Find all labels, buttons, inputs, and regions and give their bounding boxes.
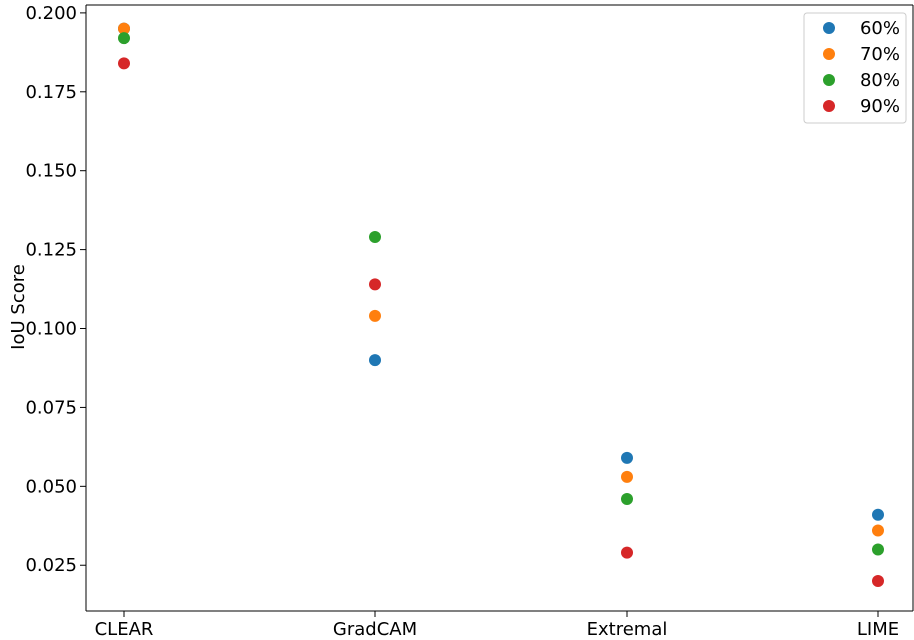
plot-area (85, 4, 914, 612)
legend-label: 80% (860, 70, 900, 91)
legend-box (803, 12, 907, 124)
data-point-80pct-clear (118, 32, 130, 45)
legend-label: 70% (860, 44, 900, 65)
y-ticks: 0.025 0.050 0.075 0.100 0.125 0.150 0.175 0.200 (25, 3, 86, 576)
y-tick-label: 0.075 (25, 397, 77, 418)
data-point-70pct-gradcam (369, 309, 381, 322)
data-point-80pct-lime (872, 543, 884, 556)
data-point-80pct-extremal (621, 492, 633, 505)
data-point-70pct-extremal (621, 470, 633, 483)
y-tick-label: 0.100 (25, 319, 77, 340)
legend-marker (823, 74, 835, 86)
y-tick-label: 0.200 (25, 3, 77, 24)
data-point-90pct-clear (118, 57, 130, 70)
x-tick-label: Extremal (587, 619, 668, 640)
data-point-90pct-gradcam (369, 278, 381, 291)
data-points (118, 22, 884, 588)
data-point-90pct-lime (872, 575, 884, 588)
y-tick-label: 0.025 (25, 555, 77, 576)
legend: 60% 70% 80% 90% (803, 12, 907, 124)
x-tick-label: LIME (857, 619, 899, 640)
x-ticks: CLEAR GradCAM Extremal LIME (95, 611, 899, 640)
y-tick-label: 0.150 (25, 161, 77, 182)
data-point-90pct-extremal (621, 546, 633, 559)
y-tick-label: 0.125 (25, 240, 77, 261)
data-point-60pct-lime (872, 508, 884, 521)
legend-label: 60% (860, 18, 900, 39)
data-point-70pct-clear (118, 22, 130, 35)
data-point-70pct-lime (872, 524, 884, 537)
x-tick-label: GradCAM (333, 619, 417, 640)
legend-label: 90% (860, 96, 900, 117)
data-point-60pct-extremal (621, 451, 633, 464)
y-axis-label: IoU Score (8, 264, 29, 350)
legend-marker (823, 100, 835, 112)
legend-marker (823, 22, 835, 34)
y-tick-label: 0.050 (25, 476, 77, 497)
y-tick-label: 0.175 (25, 82, 77, 103)
data-point-80pct-gradcam (369, 230, 381, 243)
data-point-60pct-gradcam (369, 354, 381, 367)
x-tick-label: CLEAR (95, 619, 154, 640)
legend-marker (823, 48, 835, 60)
